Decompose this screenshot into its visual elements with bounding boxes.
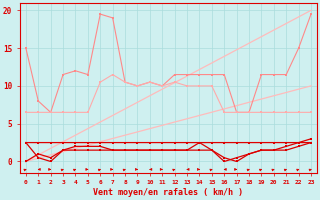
X-axis label: Vent moyen/en rafales ( km/h ): Vent moyen/en rafales ( km/h ) <box>93 188 244 197</box>
